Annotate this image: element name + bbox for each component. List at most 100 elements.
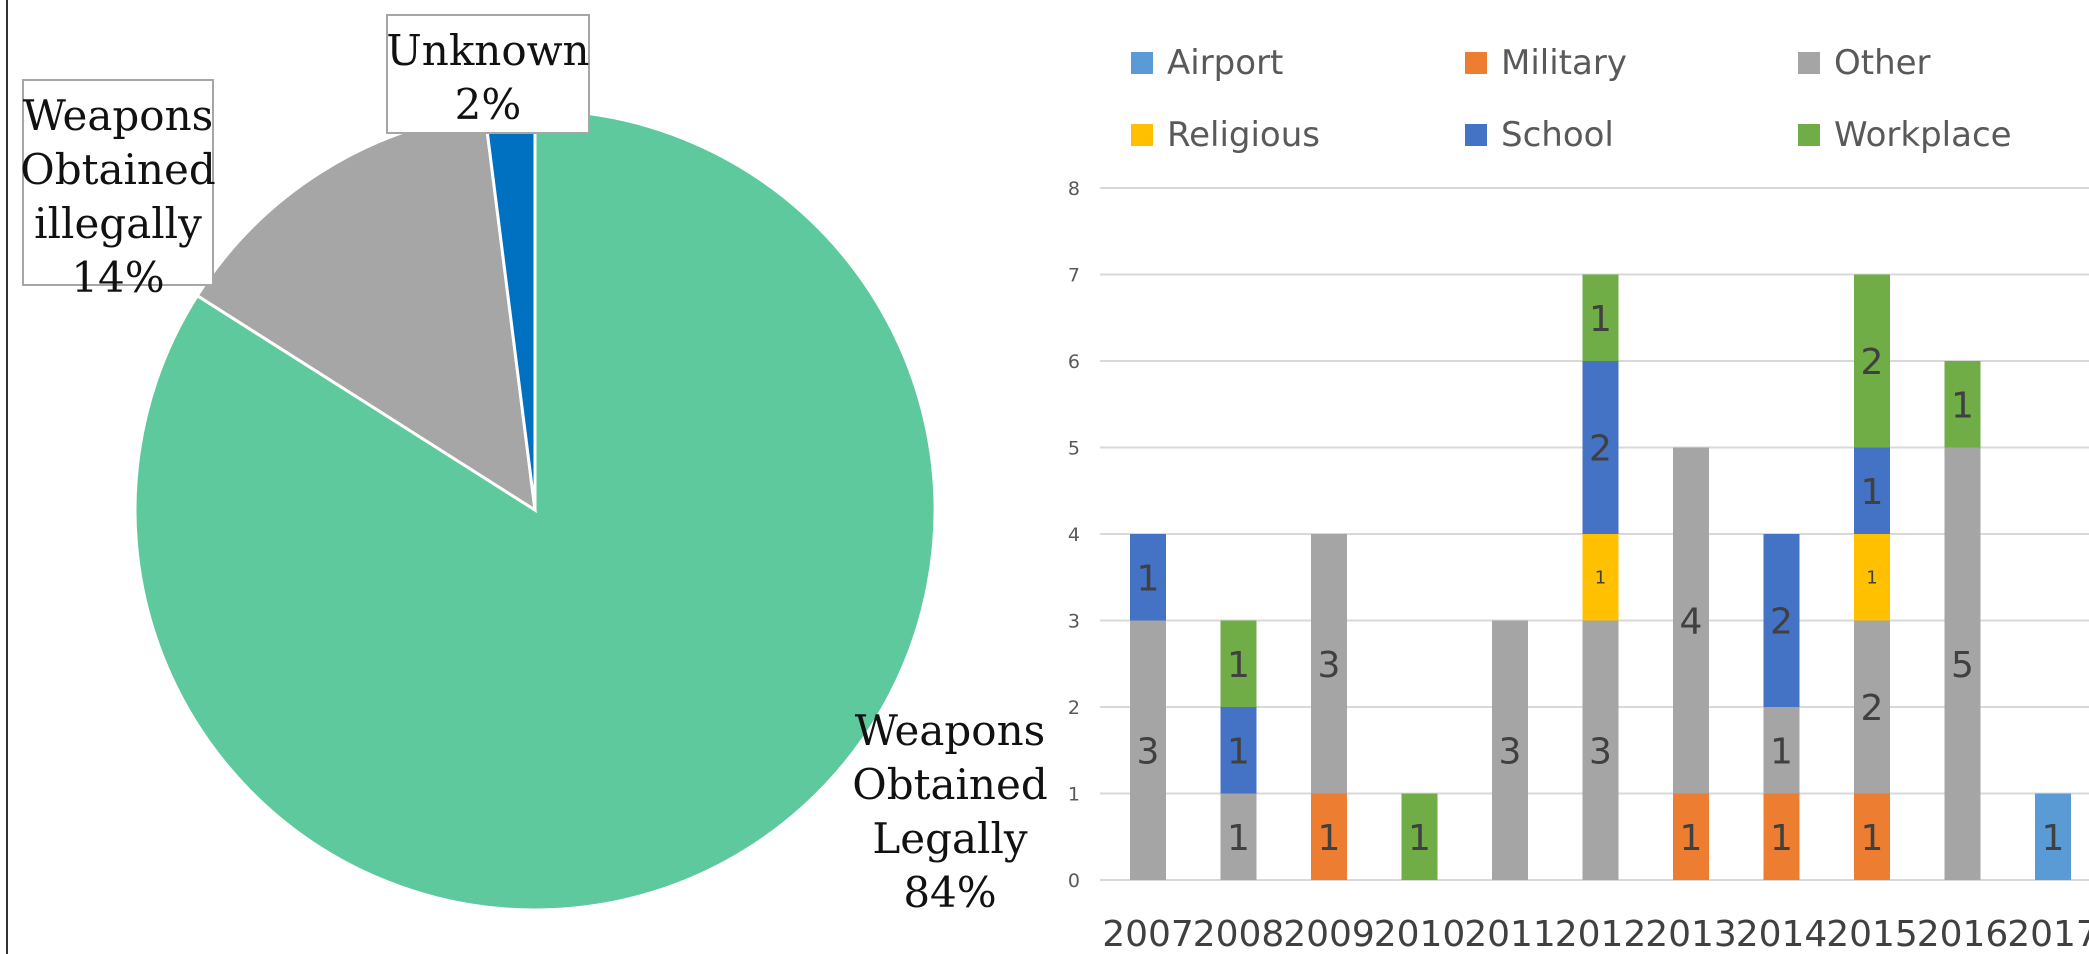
pie-label-unknown: Unknown 2% bbox=[386, 14, 590, 134]
bar-data-label: 1 bbox=[1595, 567, 1606, 588]
legend-swatch bbox=[1465, 52, 1487, 74]
x-tick-label: 2016 bbox=[1917, 914, 2009, 954]
legend-swatch bbox=[1798, 52, 1820, 74]
legend-swatch bbox=[1465, 124, 1487, 146]
pie-label-line: illegally bbox=[34, 199, 202, 248]
legend-label: Religious bbox=[1167, 115, 1320, 155]
bar-segment-military-2014 bbox=[1763, 793, 1800, 880]
bar-segment-military-2009 bbox=[1311, 793, 1347, 880]
y-tick-label: 1 bbox=[1068, 784, 1080, 806]
y-tick-label: 8 bbox=[1068, 178, 1080, 200]
bar-data-label: 1 bbox=[1861, 818, 1884, 859]
pie-label-line: Weapons bbox=[855, 706, 1045, 755]
pie-label-line: Obtained bbox=[20, 145, 215, 194]
bar-segment-military-2015 bbox=[1854, 793, 1890, 880]
bar-segment-other-2012 bbox=[1582, 620, 1619, 880]
x-tick-label: 2013 bbox=[1645, 914, 1737, 954]
bar-segment-other-2013 bbox=[1673, 447, 1709, 794]
x-tick-label: 2009 bbox=[1283, 914, 1375, 954]
pie-label-line: 2% bbox=[455, 80, 522, 129]
bar-data-label: 1 bbox=[1861, 472, 1884, 513]
bar-segment-other-2009 bbox=[1311, 534, 1347, 794]
bar-data-label: 1 bbox=[1770, 731, 1793, 772]
bar-segment-workplace-2016 bbox=[1944, 361, 1981, 448]
legend-item-religious: Religious bbox=[1131, 115, 1320, 155]
pie-label-weapons-obtained-legally: Weapons Obtained Legally 84% bbox=[852, 706, 1047, 917]
bar-segment-other-2008 bbox=[1220, 793, 1257, 880]
y-tick-label: 6 bbox=[1068, 351, 1080, 373]
bar-data-label: 2 bbox=[1770, 602, 1793, 643]
x-tick-label: 2008 bbox=[1193, 914, 1285, 954]
bar-segment-school-2008 bbox=[1220, 707, 1257, 794]
bar-data-label: 4 bbox=[1680, 602, 1703, 643]
legend-swatch bbox=[1131, 52, 1153, 74]
x-tick-label: 2014 bbox=[1736, 914, 1828, 954]
bar-data-label: 1 bbox=[1770, 818, 1793, 859]
legend-label: Other bbox=[1834, 43, 1931, 83]
bar-segment-other-2015 bbox=[1854, 620, 1890, 794]
bar-data-label: 1 bbox=[1589, 299, 1612, 340]
bar-data-label: 1 bbox=[1866, 567, 1877, 588]
bar-segment-workplace-2008 bbox=[1220, 620, 1257, 707]
bar-data-label: 3 bbox=[1589, 731, 1612, 772]
legend-item-airport: Airport bbox=[1131, 43, 1283, 83]
bar-data-label: 3 bbox=[1499, 731, 1522, 772]
y-tick-label: 5 bbox=[1068, 438, 1080, 460]
y-tick-label: 3 bbox=[1068, 611, 1080, 633]
bar-segment-workplace-2010 bbox=[1401, 793, 1438, 880]
bar-data-label: 2 bbox=[1861, 688, 1884, 729]
bar-data-label: 3 bbox=[1137, 731, 1160, 772]
legend-label: Workplace bbox=[1834, 115, 2012, 155]
x-tick-label: 2017 bbox=[2007, 914, 2089, 954]
pie-label-box bbox=[22, 79, 214, 286]
legend-label: Military bbox=[1501, 43, 1627, 83]
bar-segment-school-2014 bbox=[1763, 534, 1800, 707]
x-tick-label: 2012 bbox=[1555, 914, 1647, 954]
pie-label-box bbox=[386, 14, 590, 134]
legend-swatch bbox=[1131, 124, 1153, 146]
bar-data-label: 1 bbox=[1680, 818, 1703, 859]
legend-item-workplace: Workplace bbox=[1798, 115, 2012, 155]
bar-segment-airport-2017 bbox=[2035, 793, 2071, 880]
bar-data-label: 5 bbox=[1951, 645, 1974, 686]
bar-data-label: 1 bbox=[1227, 645, 1250, 686]
x-tick-label: 2015 bbox=[1826, 914, 1918, 954]
bar-data-label: 1 bbox=[1408, 818, 1431, 859]
bar-segment-workplace-2015 bbox=[1854, 274, 1890, 448]
y-tick-label: 0 bbox=[1068, 870, 1080, 892]
legend-label: School bbox=[1501, 115, 1614, 155]
y-tick-label: 4 bbox=[1068, 524, 1080, 546]
legend-item-school: School bbox=[1465, 115, 1614, 155]
bar-segment-school-2012 bbox=[1582, 361, 1619, 534]
bar-segment-religious-2015 bbox=[1854, 534, 1890, 621]
legend-swatch bbox=[1798, 124, 1820, 146]
frame-border bbox=[6, 0, 8, 954]
bar-segment-military-2013 bbox=[1673, 793, 1709, 880]
bar-segment-other-2011 bbox=[1492, 620, 1528, 880]
pie-label-line: Weapons bbox=[23, 91, 213, 140]
bar-segment-school-2007 bbox=[1130, 534, 1166, 621]
legend-item-military: Military bbox=[1465, 43, 1627, 83]
pie-chart: Weapons Obtained Legally 84% Weapons Obtained… bbox=[20, 14, 1048, 917]
bar-segment-school-2015 bbox=[1854, 447, 1890, 534]
bar-data-label: 1 bbox=[1227, 731, 1250, 772]
bar-data-label: 2 bbox=[1589, 429, 1612, 470]
pie-label-line: Legally bbox=[872, 814, 1028, 863]
x-tick-label: 2010 bbox=[1374, 914, 1466, 954]
x-tick-label: 2011 bbox=[1464, 914, 1556, 954]
y-tick-label: 7 bbox=[1068, 265, 1080, 287]
pie-label-weapons-obtained-illegally: Weapons Obtained illegally 14% bbox=[20, 79, 216, 302]
bar-segment-other-2007 bbox=[1130, 620, 1166, 880]
legend-label: Airport bbox=[1167, 43, 1283, 83]
bar-data-label: 2 bbox=[1861, 342, 1884, 383]
bar-data-label: 3 bbox=[1318, 645, 1341, 686]
bar-segment-workplace-2012 bbox=[1582, 274, 1619, 361]
bar-data-label: 1 bbox=[1137, 558, 1160, 599]
bar-segment-religious-2012 bbox=[1582, 534, 1619, 621]
pie-label-line: Obtained bbox=[852, 760, 1047, 809]
y-tick-label: 2 bbox=[1068, 697, 1080, 719]
bar-data-label: 1 bbox=[1227, 818, 1250, 859]
x-tick-label: 2007 bbox=[1102, 914, 1194, 954]
